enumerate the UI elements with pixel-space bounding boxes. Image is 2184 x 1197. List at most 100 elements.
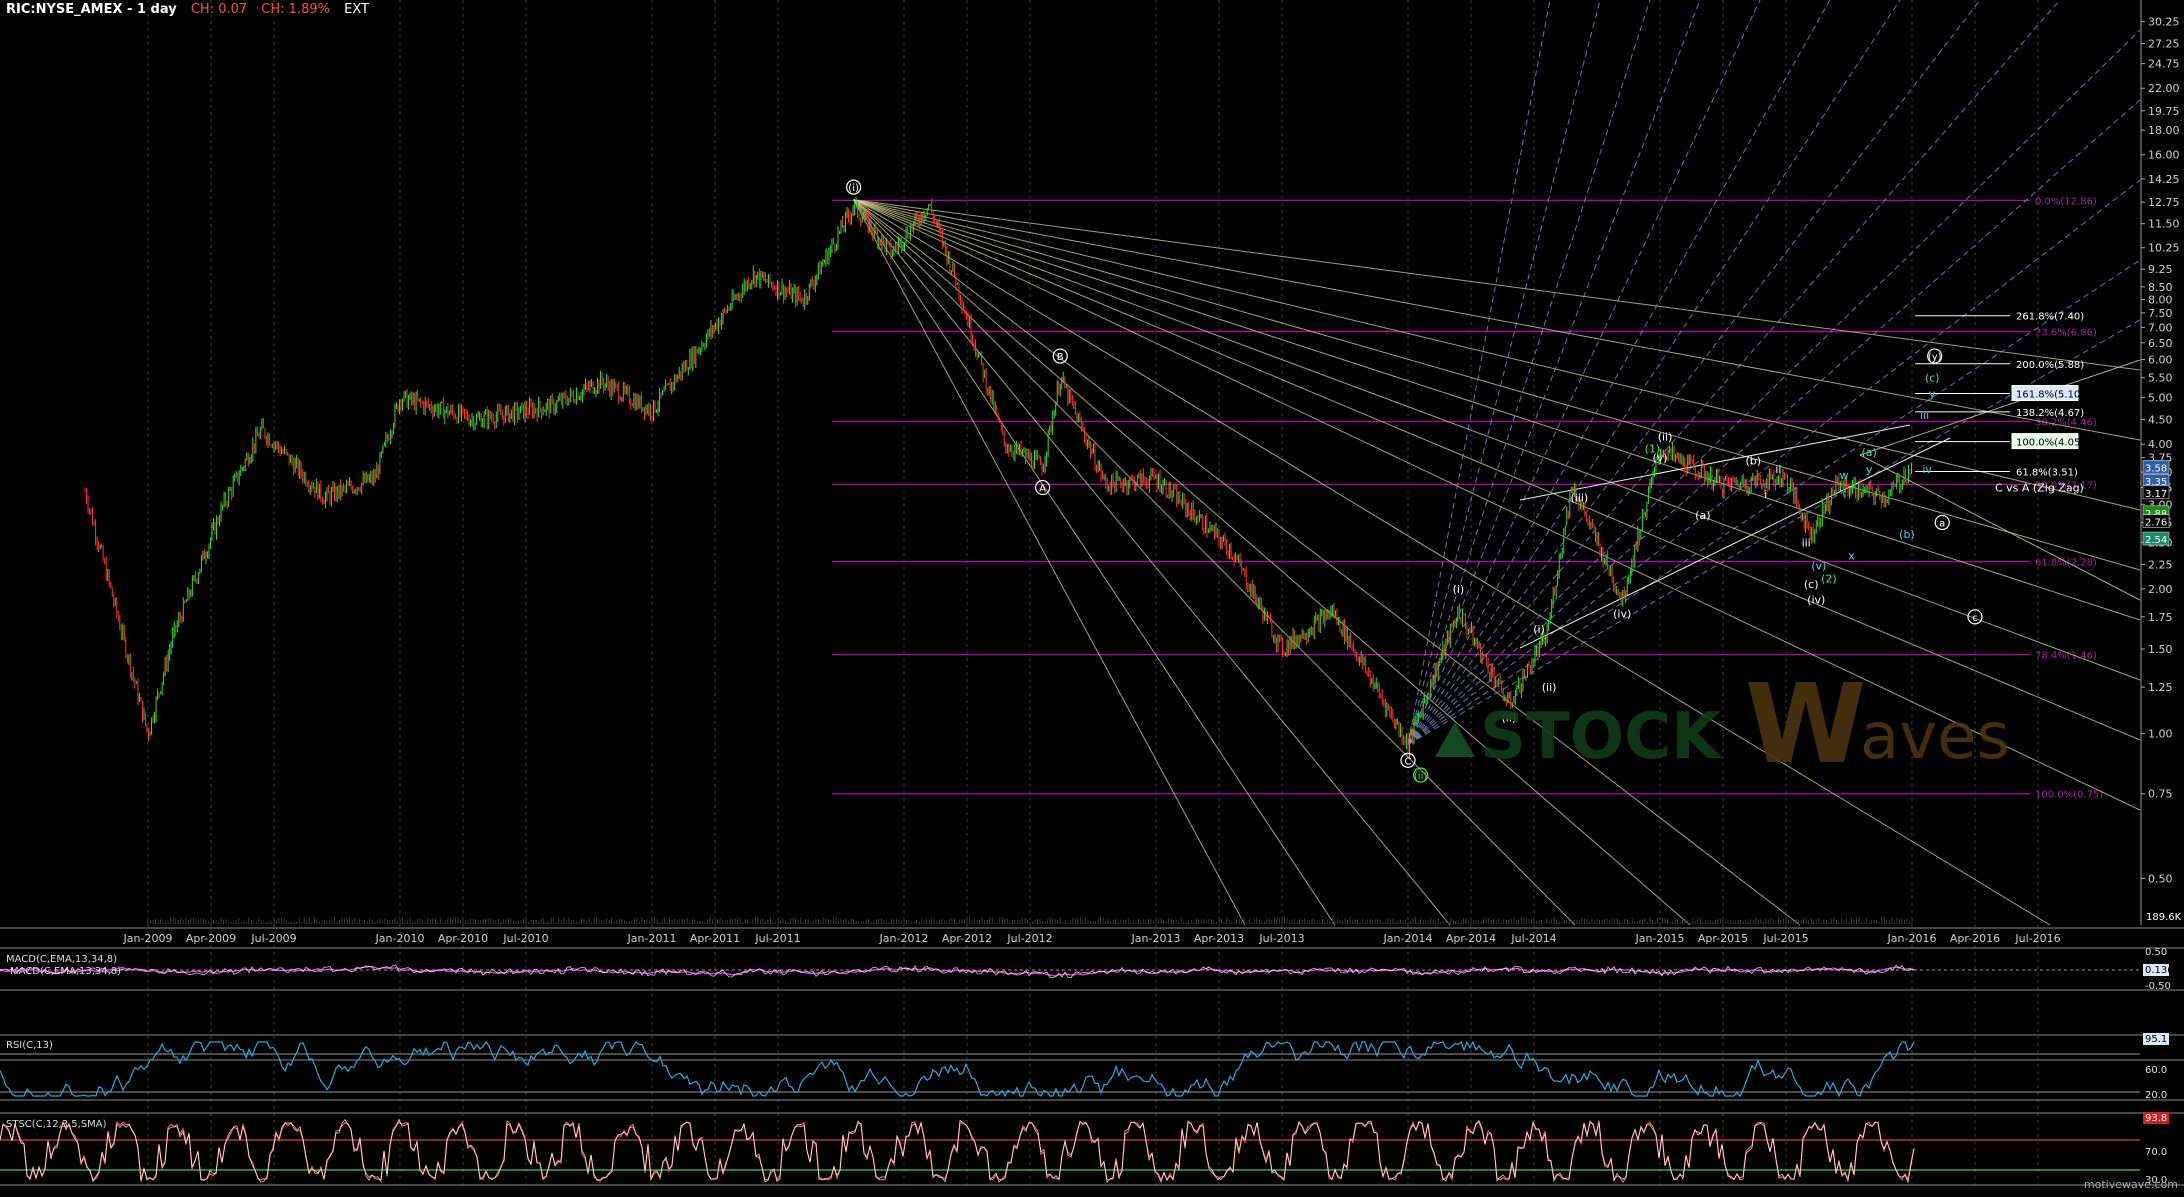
price-tick-label: 19.75 xyxy=(2148,105,2180,118)
fan-line xyxy=(853,199,1336,926)
fan-line-dashed xyxy=(1407,259,2141,745)
fan-line-dashed xyxy=(1407,0,1551,745)
price-label-box xyxy=(2142,531,2170,546)
ext-flag[interactable]: EXT xyxy=(344,2,369,17)
wave-label: (i) xyxy=(1533,623,1545,636)
price-tick-label: 27.25 xyxy=(2148,38,2180,51)
date-tick-label: Jul-2012 xyxy=(1006,932,1052,945)
price-tick-label: 7.00 xyxy=(2148,321,2173,334)
price-tick-label: 11.50 xyxy=(2148,218,2180,231)
wave-label: y xyxy=(1866,463,1873,476)
price-label: 2.88 xyxy=(2145,509,2167,520)
symbol-title: RIC:NYSE_AMEX - 1 day xyxy=(6,2,177,17)
date-tick-label: Jan-2011 xyxy=(627,932,677,945)
price-tick-label: 18.00 xyxy=(2148,124,2180,137)
price-tick-label: 10.25 xyxy=(2148,242,2180,255)
wave-label: (a) xyxy=(1695,509,1710,522)
indicator-title: STSC(C,12,3,5,SMA) xyxy=(6,1119,107,1130)
price-tick-label: 8.00 xyxy=(2148,293,2173,306)
channel-line-lower xyxy=(1519,437,1951,649)
indicator-value-box xyxy=(2143,1033,2169,1045)
fib-level-label: 0.0%(12.86) xyxy=(2035,196,2097,207)
fib-level-label: 61.8%(2.28) xyxy=(2035,558,2097,569)
fan-line xyxy=(853,199,2051,926)
price-tick-label: 2.25 xyxy=(2148,558,2173,571)
candles xyxy=(84,197,1912,759)
indicator-value: 20.0 xyxy=(2145,1090,2167,1101)
date-tick-label: Apr-2009 xyxy=(186,932,236,945)
price-tick-label: 7.50 xyxy=(2148,307,2173,320)
wave-label: a xyxy=(1939,518,1945,529)
fan-line-dashed xyxy=(1407,179,2141,745)
volume-label: 189.6K xyxy=(2146,912,2182,923)
wave-label: c xyxy=(1972,613,1978,624)
indicator-signal xyxy=(0,1118,1915,1184)
fib-target-label: 100.0%(4.05) xyxy=(2016,438,2084,449)
indicator-series xyxy=(0,965,1915,977)
indicator-value: 30.0 xyxy=(2145,1175,2167,1186)
date-tick-label: Apr-2014 xyxy=(1446,932,1496,945)
fib-level-label: 78.4%(1.46) xyxy=(2035,651,2097,662)
wave-label-circle xyxy=(845,179,862,195)
wave-label: (b) xyxy=(1899,528,1915,541)
watermark-stock: STOCK xyxy=(1480,700,1723,774)
wave-label: (2) xyxy=(1821,573,1837,586)
wave-label: (v) xyxy=(1811,559,1826,572)
channel-line-upper xyxy=(1519,424,1911,501)
fan-line xyxy=(853,199,1576,926)
fan-lines-top xyxy=(853,199,2141,926)
indicator-value: 0.50 xyxy=(2145,947,2167,958)
indicator-value-box xyxy=(2143,964,2169,976)
price-tick-label: 1.50 xyxy=(2148,643,2173,656)
fan-line xyxy=(853,199,2141,681)
wave-label: (ii) xyxy=(1542,681,1557,694)
wave-label-circle xyxy=(1927,348,1943,364)
date-tick-label: Apr-2012 xyxy=(942,932,992,945)
indicator-title: MACD(C,EMA,13,34,8) xyxy=(10,966,121,977)
fan-line-dashed xyxy=(1407,0,1831,745)
fan-line-dashed xyxy=(1407,0,1981,745)
price-label-box xyxy=(2142,514,2170,528)
wave-label: C xyxy=(1405,756,1412,767)
price-tick-label: 8.50 xyxy=(2148,281,2173,294)
indicator-value: 0.136 xyxy=(2145,965,2174,976)
date-tick-label: Apr-2011 xyxy=(690,932,740,945)
indicator-panel: MACD(C,EMA,13,34,8)MACD(C,EMA,13,34,8) 0.… xyxy=(0,947,2174,992)
wave-label: (v) xyxy=(1652,452,1667,465)
price-tick-label: 5.00 xyxy=(2148,392,2173,405)
wave-label-circle xyxy=(1400,752,1416,768)
fan-line xyxy=(853,199,1691,926)
date-tick-label: Jan-2014 xyxy=(1383,932,1433,945)
indicator-panel: RSI(C,13) 95.1 60.0 20.0 xyxy=(0,1033,2169,1101)
indicator-value: 60.0 xyxy=(2145,1065,2167,1076)
wave-label: (iv) xyxy=(1807,594,1825,607)
date-tick-label: Jul-2010 xyxy=(502,932,548,945)
trend-line xyxy=(1859,359,2141,456)
price-tick-label: 4.00 xyxy=(2148,438,2173,451)
price-tick-label: 1.00 xyxy=(2148,728,2173,741)
date-tick-label: Jul-2015 xyxy=(1762,932,1808,945)
date-tick-label: Jan-2010 xyxy=(375,932,425,945)
volume-bars xyxy=(147,917,1913,924)
fan-line-dashed xyxy=(1407,0,1601,745)
fan-line xyxy=(853,199,1801,926)
fan-line xyxy=(853,199,2141,621)
fan-line-dashed xyxy=(1407,0,1901,745)
fan-line xyxy=(853,199,1246,926)
footer-credit: motivewave.com xyxy=(2083,1178,2178,1191)
date-tick-label: Jul-2016 xyxy=(2014,932,2060,945)
fan-line-dashed xyxy=(1407,99,2141,745)
date-tick-label: Jan-2015 xyxy=(1635,932,1685,945)
fan-line xyxy=(853,199,2141,511)
wave-label: iii xyxy=(1920,409,1929,422)
wave-label: w xyxy=(1839,469,1848,482)
wave-label: (ii) xyxy=(1658,431,1673,444)
date-tick-label: Apr-2013 xyxy=(1194,932,1244,945)
price-tick-label: 1.25 xyxy=(2148,681,2173,694)
wave-label-circle xyxy=(1052,348,1068,364)
change-value: CH: 0.07 xyxy=(190,2,248,17)
fan-line-dashed xyxy=(1407,0,2061,745)
wave-label: iii xyxy=(1802,536,1811,549)
